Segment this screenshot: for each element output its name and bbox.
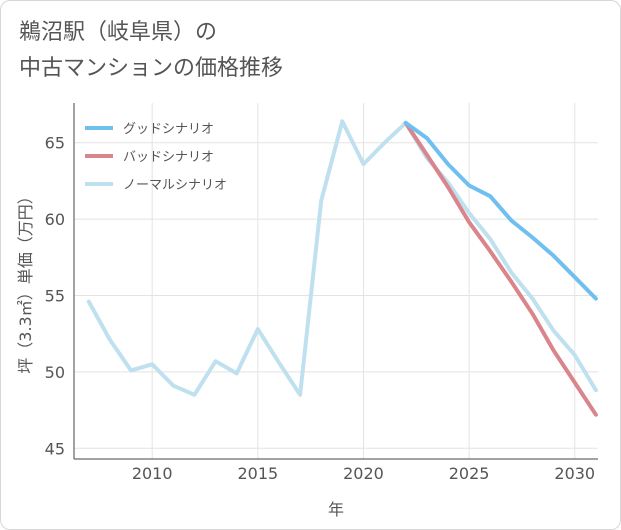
series-lines (86, 119, 598, 417)
series-line-good (403, 120, 598, 301)
y-tick-label: 60 (45, 210, 65, 229)
y-tick-label: 45 (45, 439, 65, 458)
x-tick-label: 2020 (343, 464, 384, 483)
x-tick-label: 2010 (132, 464, 173, 483)
series-line-normal (86, 119, 598, 397)
y-axis-label: 坪（3.3㎡）単価（万円） (16, 188, 35, 373)
y-tick-label: 65 (45, 134, 65, 153)
x-tick-label: 2015 (237, 464, 278, 483)
x-axis-ticks: 2010 2015 2020 2025 2030 (132, 464, 595, 483)
y-axis-ticks: 45 50 55 60 65 (45, 134, 65, 459)
legend-label-bad: バッドシナリオ (123, 150, 214, 165)
chart-title: 鵜沼駅（岐阜県）の 中古マンションの価格推移 (19, 15, 283, 87)
chart-title-line1: 鵜沼駅（岐阜県）の (19, 20, 218, 45)
chart-title-line2: 中古マンションの価格推移 (19, 56, 284, 81)
series-line-bad (403, 120, 598, 417)
y-tick-label: 50 (45, 363, 65, 382)
legend-label-good: グッドシナリオ (123, 122, 214, 137)
x-tick-label: 2025 (449, 464, 490, 483)
x-axis-label: 年 (328, 500, 344, 519)
x-tick-label: 2030 (554, 464, 595, 483)
legend-label-normal: ノーマルシナリオ (123, 178, 227, 193)
y-tick-label: 55 (45, 287, 65, 306)
